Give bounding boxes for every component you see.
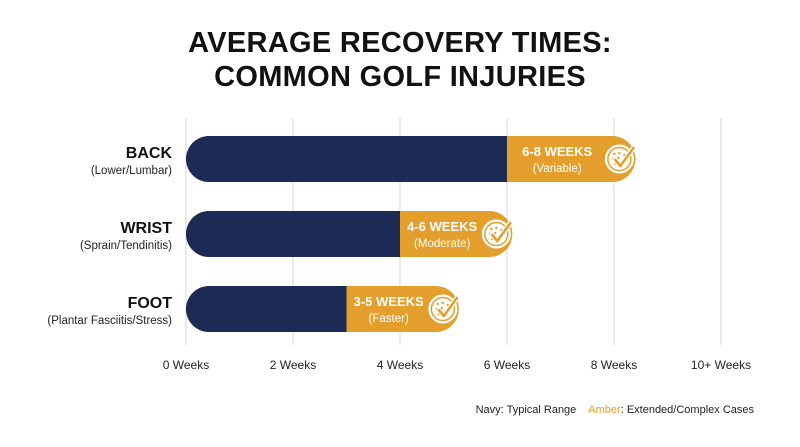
category-sublabel: (Sprain/Tendinitis) <box>80 240 172 252</box>
x-tick-label: 8 Weeks <box>591 358 637 372</box>
category-label: FOOT <box>128 295 173 312</box>
chart-title-line-1: AVERAGE RECOVERY TIMES: <box>188 27 612 59</box>
x-tick-label: 10+ Weeks <box>691 358 751 372</box>
legend-amber-word: Amber <box>588 404 621 416</box>
chart-title-line-2: COMMON GOLF INJURIES <box>214 61 586 93</box>
x-tick-label: 2 Weeks <box>270 358 316 372</box>
duration-sublabel: (Faster) <box>369 313 409 325</box>
chart-title: AVERAGE RECOVERY TIMES: COMMON GOLF INJU… <box>0 26 800 94</box>
typical-range-bar <box>186 136 507 182</box>
x-tick-label: 4 Weeks <box>377 358 423 372</box>
x-tick-label: 0 Weeks <box>163 358 209 372</box>
duration-label: 6-8 WEEKS <box>522 144 592 159</box>
legend-navy-label: Navy: Typical Range <box>475 404 577 416</box>
golf-ball-check-icon <box>428 294 460 324</box>
duration-label: 3-5 WEEKS <box>354 294 424 309</box>
golf-ball-check-icon <box>481 219 513 249</box>
duration-label: 4-6 WEEKS <box>407 219 477 234</box>
typical-range-bar <box>186 286 347 332</box>
category-sublabel: (Lower/Lumbar) <box>91 165 172 177</box>
golf-ball-check-icon <box>604 144 636 174</box>
x-tick-label: 6 Weeks <box>484 358 530 372</box>
category-label: WRIST <box>120 220 172 237</box>
typical-range-bar <box>186 211 400 257</box>
duration-sublabel: (Moderate) <box>414 238 470 250</box>
legend-amber-label: : Extended/Complex Cases <box>620 404 754 416</box>
duration-sublabel: (Variable) <box>533 163 582 175</box>
chart-legend: Navy: Typical Range Amber: Extended/Compl… <box>476 404 754 416</box>
category-sublabel: (Plantar Fasciitis/Stress) <box>47 315 172 327</box>
category-label: BACK <box>126 145 173 162</box>
